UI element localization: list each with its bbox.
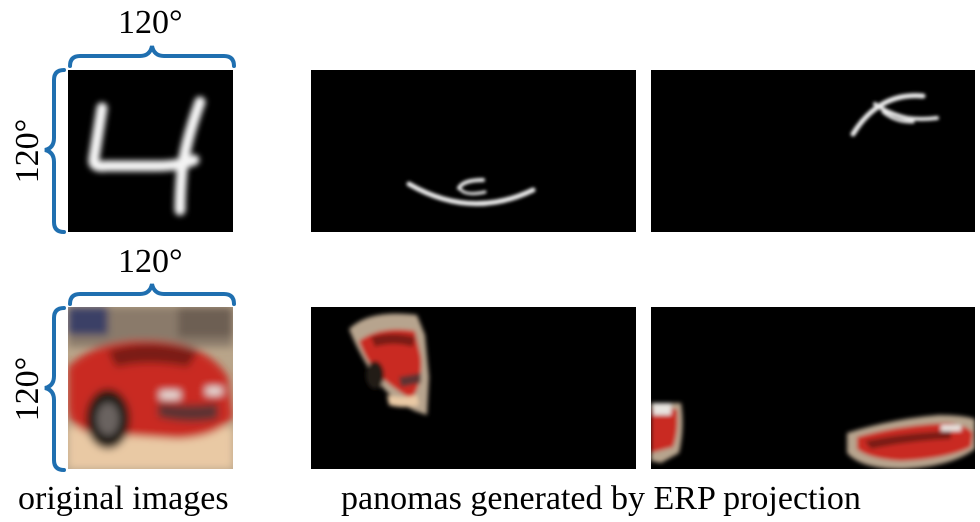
top-width-label: 120° bbox=[118, 4, 183, 41]
bottom-width-label: 120° bbox=[118, 243, 183, 280]
caption-original-images: original images bbox=[18, 480, 229, 517]
bottom-width-bracket bbox=[68, 283, 236, 306]
top-height-label: 120° bbox=[9, 118, 46, 184]
panorama-car-2 bbox=[651, 307, 975, 469]
original-car-image bbox=[68, 307, 233, 469]
top-height-bracket bbox=[44, 68, 66, 234]
panorama-car-1 bbox=[311, 307, 636, 469]
caption-erp-panoramas: panomas generated by ERP projection bbox=[341, 480, 861, 517]
bottom-height-bracket bbox=[44, 306, 66, 472]
bottom-height-label: 120° bbox=[9, 356, 46, 422]
panorama-digit-2 bbox=[651, 70, 975, 232]
panorama-digit-1 bbox=[311, 70, 636, 232]
original-digit-image bbox=[68, 70, 233, 232]
top-width-bracket bbox=[68, 45, 236, 68]
